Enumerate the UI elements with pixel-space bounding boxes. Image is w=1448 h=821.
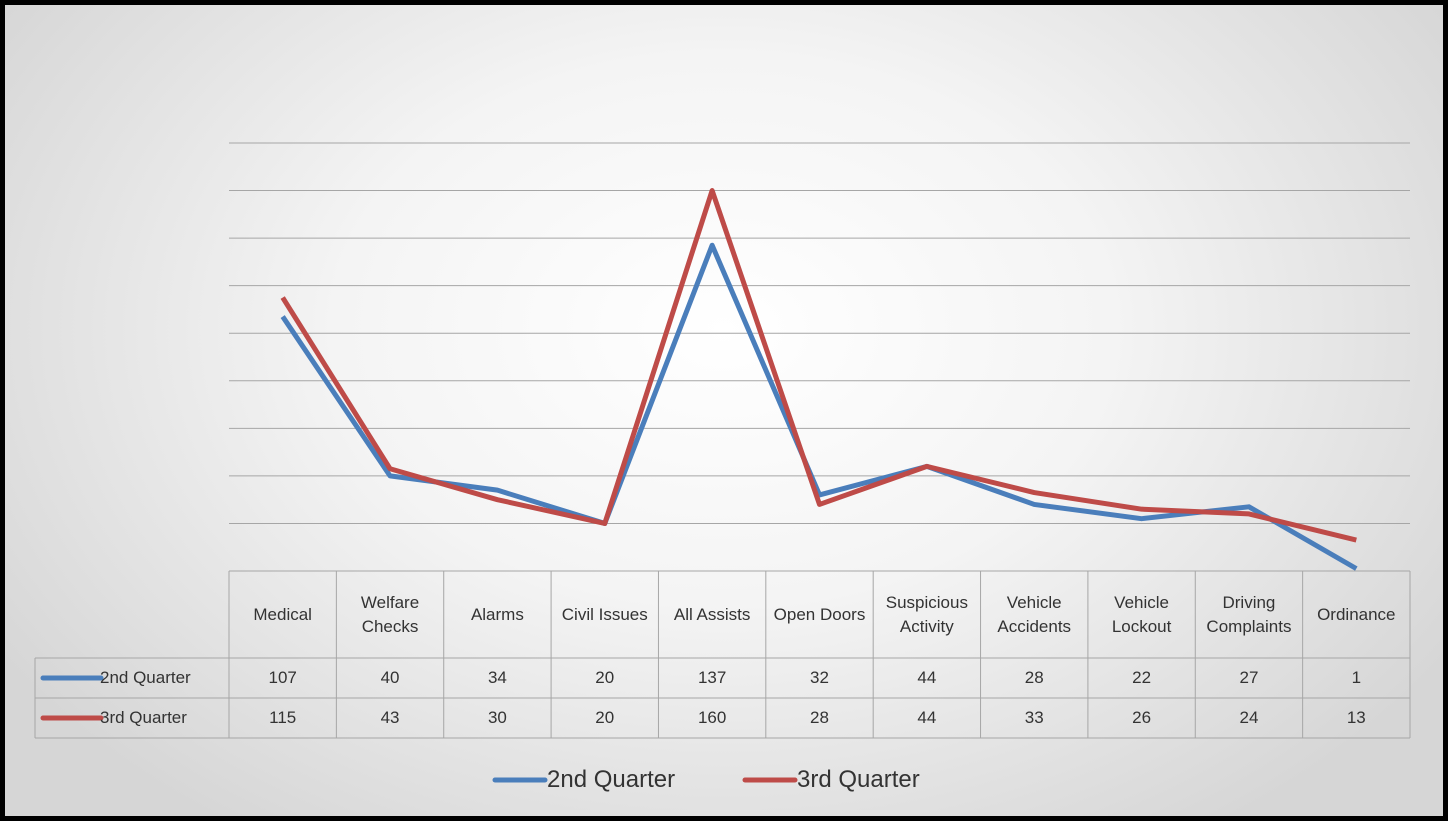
table-value: 34 xyxy=(487,668,507,687)
legend-label: 2nd Quarter xyxy=(547,766,676,793)
category-label: Medical xyxy=(253,604,312,624)
table-value: 27 xyxy=(1239,668,1259,687)
table-value: 1 xyxy=(1351,668,1362,687)
table-value: 30 xyxy=(487,708,507,727)
category-label: Alarms xyxy=(470,604,524,624)
table-value: 44 xyxy=(917,668,937,687)
table-value: 24 xyxy=(1239,708,1259,727)
table-value: 160 xyxy=(697,708,727,727)
table-value: 26 xyxy=(1132,708,1152,727)
category-label: Open Doors xyxy=(773,604,866,624)
row-header: 2nd Quarter xyxy=(100,668,191,687)
series-line xyxy=(280,242,1358,571)
table-value: 28 xyxy=(1024,668,1044,687)
table-value: 33 xyxy=(1024,708,1044,727)
table-value: 43 xyxy=(380,708,400,727)
plot xyxy=(34,142,1411,783)
series-line xyxy=(280,188,1357,543)
table-value: 20 xyxy=(595,708,615,727)
row-header: 3rd Quarter xyxy=(100,708,187,727)
table-value: 44 xyxy=(917,708,937,727)
category-label: Ordinance xyxy=(1317,604,1396,624)
table-value: 20 xyxy=(595,668,615,687)
category-label: Driving Complaints xyxy=(1206,592,1292,636)
table-value: 115 xyxy=(269,708,297,727)
table-value: 107 xyxy=(268,668,297,687)
table-value: 13 xyxy=(1346,708,1366,727)
table-value: 40 xyxy=(380,668,400,687)
category-label: Suspicious Activity xyxy=(885,592,968,636)
category-label: Vehicle Accidents xyxy=(997,592,1072,636)
legend-label: 3rd Quarter xyxy=(797,766,920,793)
category-label: Welfare Checks xyxy=(360,592,420,636)
category-label: Civil Issues xyxy=(561,604,648,624)
table-value: 28 xyxy=(810,708,829,727)
category-label: All Assists xyxy=(673,604,751,624)
table-value: 32 xyxy=(810,668,829,687)
category-label: Vehicle Lockout xyxy=(1111,592,1172,636)
table-value: 22 xyxy=(1132,668,1152,687)
table-value: 137 xyxy=(697,668,727,687)
